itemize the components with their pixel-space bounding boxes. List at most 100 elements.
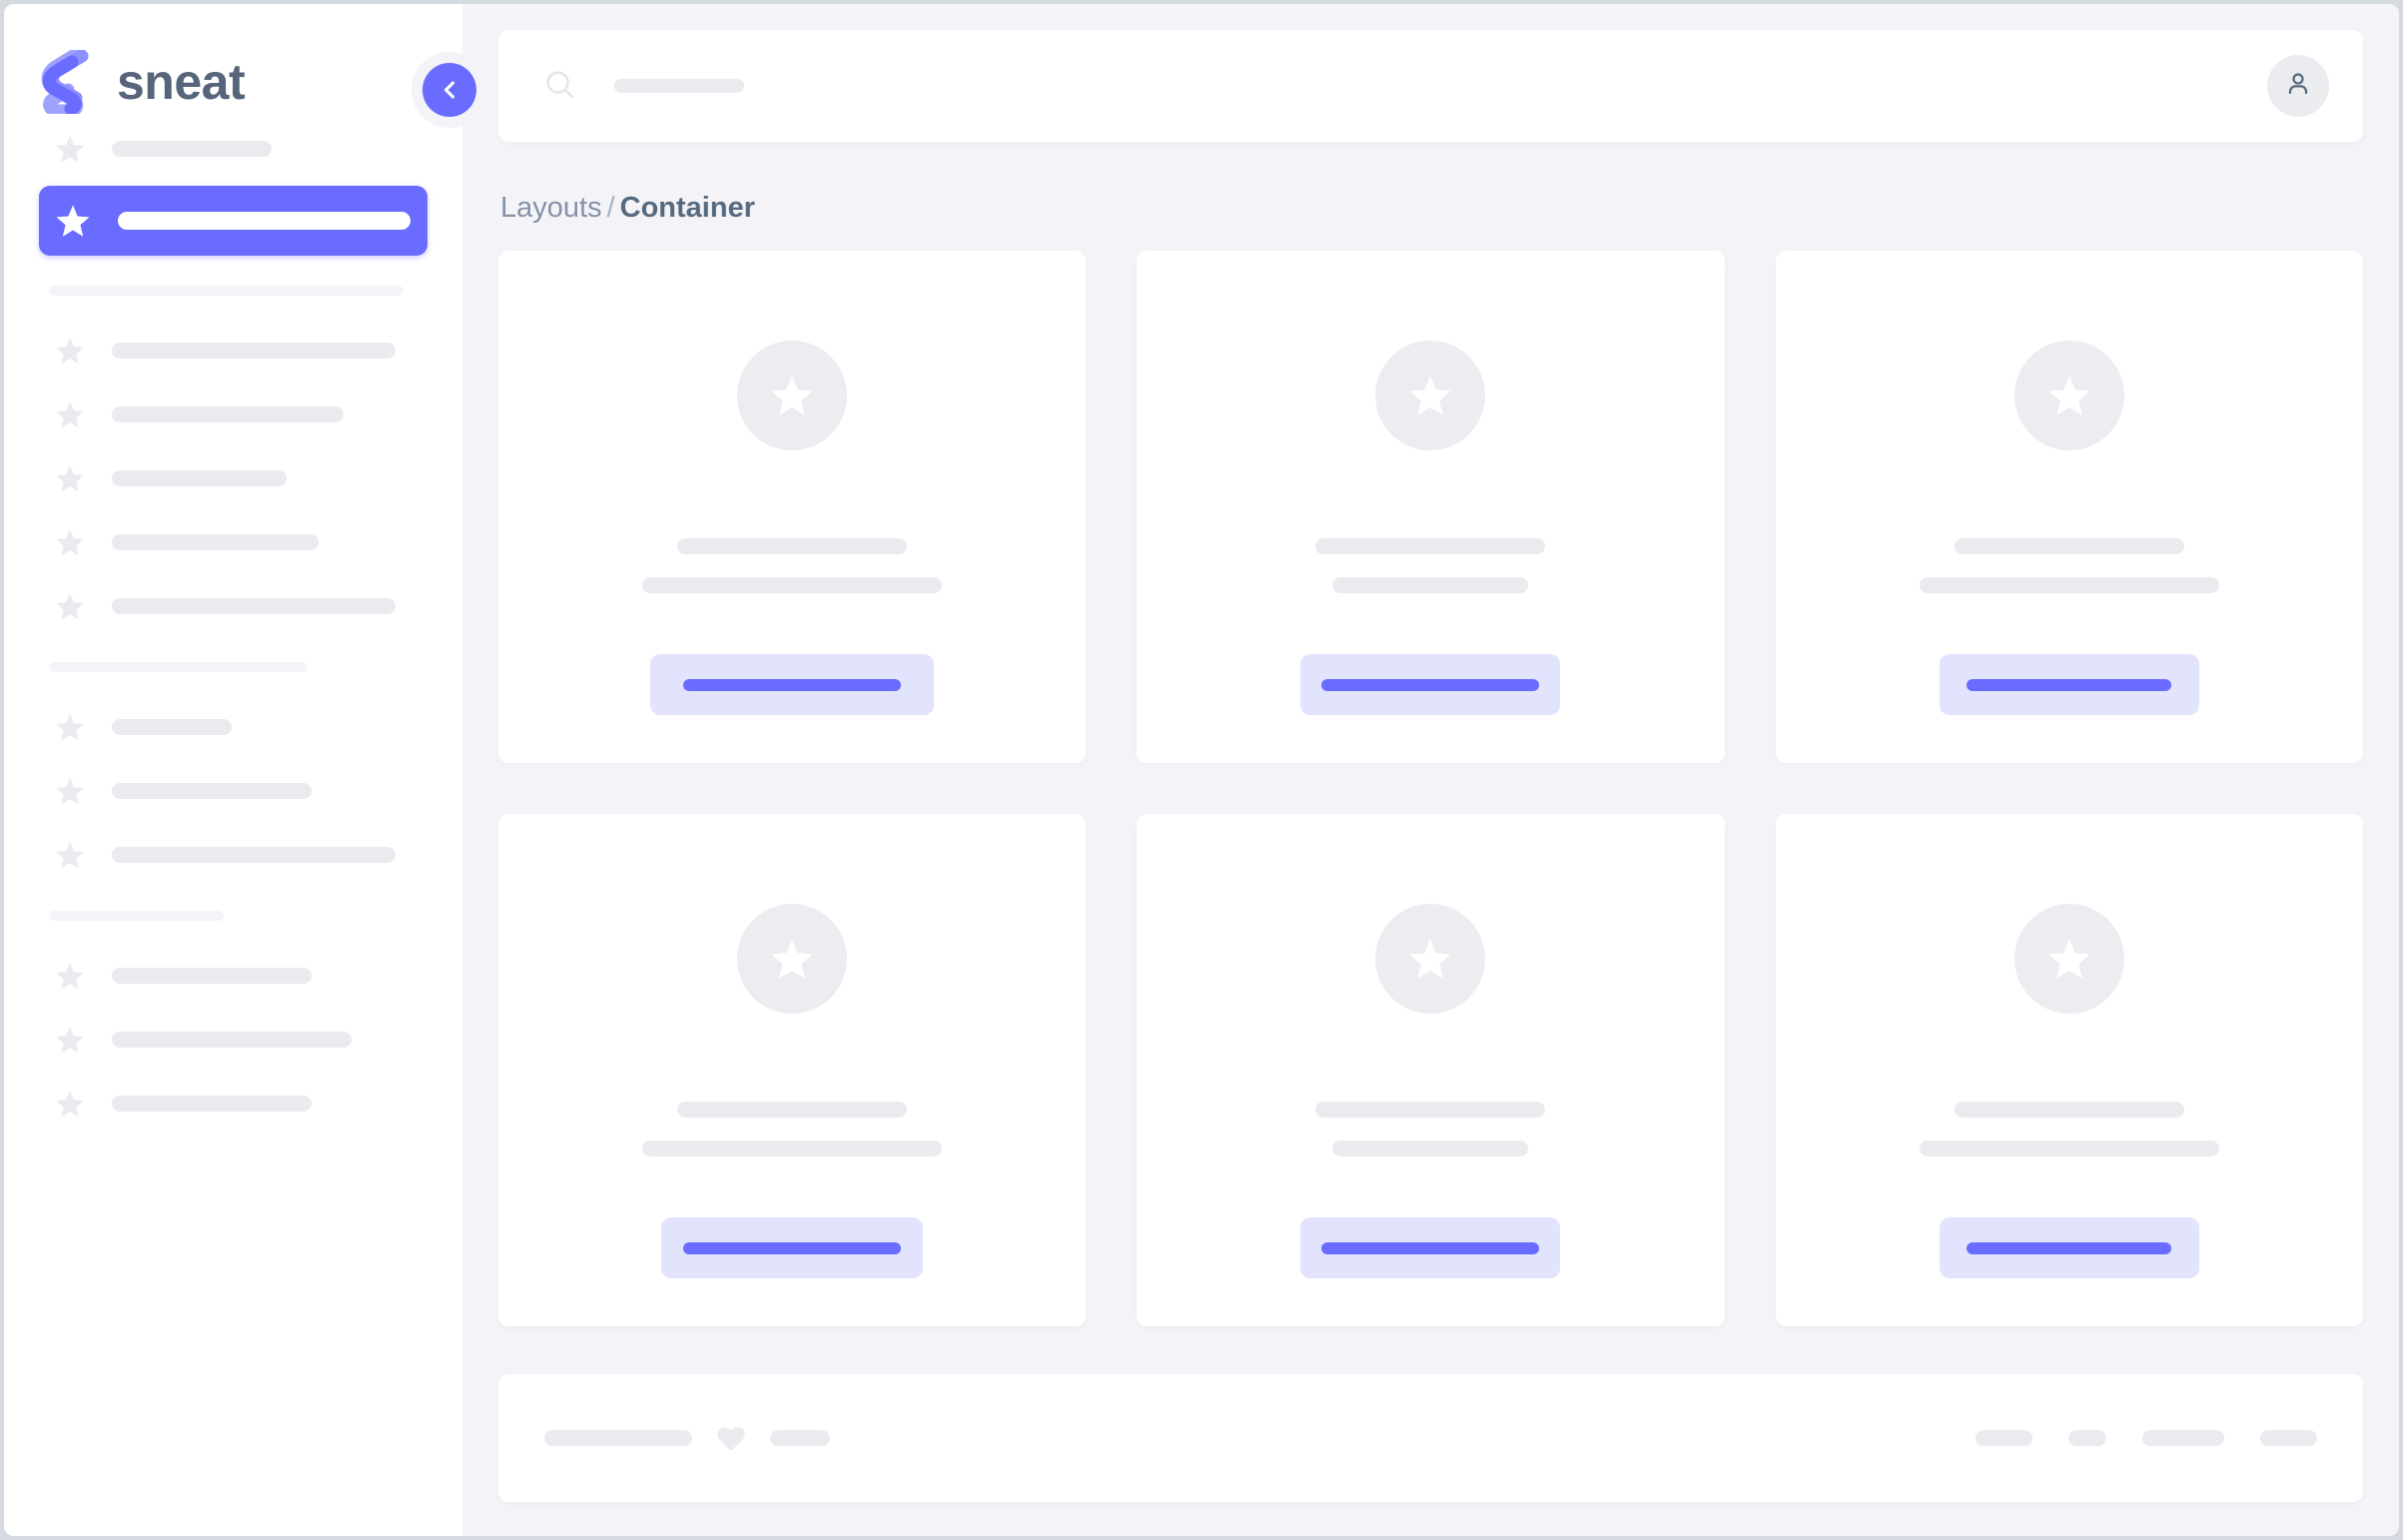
sidebar-item-label <box>112 597 396 614</box>
sidebar-item-1-2[interactable] <box>39 451 427 504</box>
footer-text-0[interactable] <box>544 1430 692 1446</box>
sidebar-item-1-0[interactable] <box>39 324 427 377</box>
sidebar: sneat <box>4 4 487 1536</box>
sidebar-item-3-1[interactable] <box>39 1013 427 1066</box>
star-icon <box>53 132 87 166</box>
sidebar-item-label <box>112 1031 352 1048</box>
sidebar-item-label <box>112 469 287 486</box>
card-avatar <box>1375 904 1486 1014</box>
star-icon <box>2044 934 2094 984</box>
card-action-button-label <box>1967 678 2172 691</box>
card-action-button[interactable] <box>1939 1217 2199 1278</box>
star-icon <box>767 934 817 984</box>
footer-link-2[interactable] <box>2142 1430 2224 1446</box>
content-card <box>498 251 1087 763</box>
star-icon <box>2044 371 2094 420</box>
heart-icon <box>714 1421 748 1455</box>
sidebar-item-label <box>112 533 319 550</box>
content-card <box>498 814 1087 1326</box>
star-icon <box>1405 934 1455 984</box>
card-action-button-label <box>1321 1241 1540 1254</box>
card-grid <box>498 251 2363 1326</box>
star-icon <box>53 589 87 623</box>
sidebar-item-2-0[interactable] <box>39 700 427 753</box>
star-icon <box>53 201 93 241</box>
sidebar-item-3-2[interactable] <box>39 1077 427 1130</box>
card-action-button-label <box>1967 1241 2172 1254</box>
card-text-placeholder <box>1919 1141 2219 1156</box>
search-icon <box>542 67 576 106</box>
star-icon <box>53 959 87 993</box>
card-action-button[interactable] <box>1300 1217 1561 1278</box>
card-avatar <box>737 904 848 1014</box>
footer-link-1[interactable] <box>2068 1430 2106 1446</box>
card-action-button-label <box>1321 678 1540 691</box>
footer-card <box>498 1374 2363 1502</box>
breadcrumb-current: Container <box>619 192 755 224</box>
top-navbar <box>498 30 2363 142</box>
sidebar-section-divider <box>49 911 224 921</box>
sidebar-item-1-1[interactable] <box>39 387 427 440</box>
breadcrumb: Layouts / Container <box>500 194 2363 223</box>
sidebar-item-label <box>112 342 396 359</box>
star-icon <box>53 397 87 431</box>
card-action-button[interactable] <box>661 1217 924 1278</box>
sidebar-item-2-1[interactable] <box>39 764 427 817</box>
card-text-placeholder <box>642 1141 943 1156</box>
breadcrumb-separator: / <box>606 192 615 224</box>
sidebar-item-label <box>112 718 232 735</box>
footer-link-3[interactable] <box>2260 1430 2317 1446</box>
card-text-placeholder <box>1332 1141 1529 1156</box>
sidebar-item-label <box>112 782 312 799</box>
sidebar-item-label <box>112 967 312 984</box>
card-action-button[interactable] <box>1300 654 1561 715</box>
footer-left-group <box>544 1421 830 1455</box>
card-avatar <box>2013 904 2124 1014</box>
footer-right-group <box>1976 1430 2317 1446</box>
star-icon <box>53 1087 87 1121</box>
sidebar-item-1-4[interactable] <box>39 579 427 632</box>
card-title-placeholder <box>1954 538 2184 554</box>
content-card <box>1137 251 1725 763</box>
sidebar-nav <box>4 122 462 1130</box>
card-text-placeholder <box>1919 577 2219 593</box>
sidebar-collapse-toggle[interactable] <box>411 52 487 128</box>
star-icon <box>53 334 87 368</box>
card-text-placeholder <box>642 577 943 593</box>
star-icon <box>53 838 87 872</box>
sidebar-item-3-0[interactable] <box>39 949 427 1002</box>
avatar[interactable] <box>2267 55 2329 117</box>
footer-text-2[interactable] <box>770 1430 830 1446</box>
card-avatar <box>2013 341 2124 450</box>
sidebar-item-label <box>112 846 396 863</box>
card-title-placeholder <box>1315 1102 1546 1118</box>
sidebar-item-label <box>112 140 272 157</box>
content-card <box>1137 814 1725 1326</box>
star-icon <box>53 710 87 744</box>
sidebar-item-label <box>118 212 410 230</box>
star-icon <box>53 774 87 808</box>
sidebar-item-1-3[interactable] <box>39 515 427 568</box>
sidebar-section-divider <box>49 662 307 672</box>
sidebar-item-0-1[interactable] <box>39 186 427 256</box>
sidebar-item-label <box>112 405 344 422</box>
search-input[interactable] <box>614 79 744 93</box>
card-action-button[interactable] <box>1939 654 2199 715</box>
user-icon <box>2283 69 2313 104</box>
sidebar-item-2-2[interactable] <box>39 828 427 881</box>
card-action-button[interactable] <box>650 654 935 715</box>
card-avatar <box>737 341 848 450</box>
footer-link-0[interactable] <box>1976 1430 2032 1446</box>
content-card <box>1775 814 2363 1326</box>
card-title-placeholder <box>1954 1102 2184 1118</box>
sneat-logo-icon <box>38 46 100 118</box>
card-action-button-label <box>683 678 902 691</box>
sidebar-section-divider <box>49 286 403 296</box>
sidebar-item-0-0[interactable] <box>39 122 427 175</box>
app-window: sneat <box>4 4 2399 1536</box>
breadcrumb-parent[interactable]: Layouts <box>500 192 602 224</box>
search-box[interactable] <box>542 67 2267 106</box>
star-icon <box>1405 371 1455 420</box>
brand[interactable]: sneat <box>4 4 462 122</box>
card-title-placeholder <box>677 1102 908 1118</box>
